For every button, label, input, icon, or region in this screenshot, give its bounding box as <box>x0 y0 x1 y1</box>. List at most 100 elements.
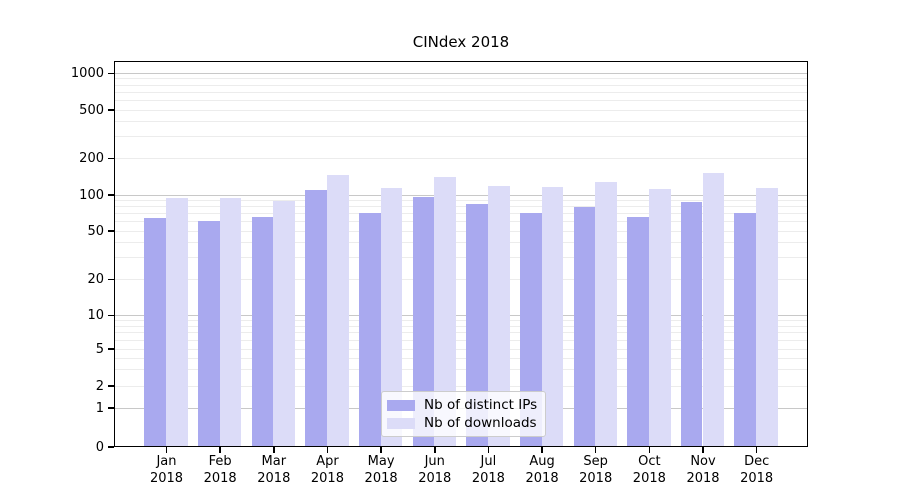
gridline-minor-50 <box>115 230 807 232</box>
x-tick-jan <box>165 447 168 453</box>
x-tick-label-sep: Sep 2018 <box>579 454 613 486</box>
legend-label-distinct-ips: Nb of distinct IPs <box>424 397 538 413</box>
y-tick-label-1: 1 <box>95 400 104 416</box>
bar-downloads-feb <box>219 198 242 447</box>
x-tick-may <box>380 447 382 453</box>
x-tick-jun <box>434 447 436 453</box>
gridline-minor-2 <box>115 385 807 387</box>
x-tick-aug <box>541 447 543 453</box>
gridline-minor-60 <box>115 221 807 223</box>
gridline-minor-6 <box>115 339 807 341</box>
legend-item-distinct-ips: Nb of distinct IPs <box>387 398 537 412</box>
x-tick-label-dec: Dec 2018 <box>740 454 774 486</box>
bar-ips-aug <box>519 213 542 447</box>
gridline-minor-40 <box>115 242 807 244</box>
gridline-minor-600 <box>115 99 807 101</box>
x-tick-feb <box>219 447 221 453</box>
x-tick-label-jan: Jan 2018 <box>149 454 184 486</box>
y-tick-10 <box>108 314 114 317</box>
bar-downloads-sep <box>595 181 617 447</box>
legend: Nb of distinct IPs Nb of downloads <box>381 391 546 437</box>
plot-area <box>114 61 808 447</box>
legend-item-downloads: Nb of downloads <box>387 416 537 430</box>
x-tick-label-aug: Aug 2018 <box>525 454 559 486</box>
gridline-minor-5 <box>115 348 807 350</box>
gridline-minor-90 <box>115 199 807 201</box>
gridline-minor-900 <box>115 78 807 80</box>
gridline-minor-70 <box>115 213 807 215</box>
y-tick-2 <box>108 385 114 387</box>
y-tick-label-20: 20 <box>87 271 104 287</box>
bar-ips-jan <box>144 218 166 447</box>
gridline-minor-7 <box>115 332 807 334</box>
bar-downloads-may <box>380 188 403 447</box>
bar-ips-apr <box>305 190 327 447</box>
y-tick-label-10: 10 <box>87 308 104 324</box>
y-tick-label-0: 0 <box>95 439 104 455</box>
gridline-minor-8 <box>115 325 807 327</box>
x-tick-label-oct: Oct 2018 <box>632 454 666 486</box>
bar-downloads-jun <box>434 176 456 447</box>
x-tick-label-jul: Jul 2018 <box>471 454 505 486</box>
y-tick-0 <box>108 446 114 448</box>
x-tick-mar <box>273 447 275 453</box>
bar-downloads-nov <box>702 173 725 447</box>
y-tick-label-100: 100 <box>79 187 104 203</box>
bar-ips-oct <box>627 216 649 447</box>
chart-title: CINdex 2018 <box>412 33 510 51</box>
x-tick-label-feb: Feb 2018 <box>203 454 237 486</box>
y-tick-500 <box>108 109 114 111</box>
bar-downloads-jul <box>487 185 510 447</box>
bar-ips-mar <box>251 216 274 447</box>
x-tick-oct <box>648 447 651 453</box>
y-tick-label-200: 200 <box>79 150 104 166</box>
gridline-major-10 <box>115 315 807 317</box>
legend-swatch-downloads <box>387 417 415 429</box>
bar-ips-dec <box>734 213 757 447</box>
y-tick-5 <box>108 348 114 350</box>
y-tick-1 <box>108 407 114 409</box>
y-tick-20 <box>108 278 114 281</box>
x-tick-label-mar: Mar 2018 <box>257 454 291 486</box>
x-tick-sep <box>594 447 597 453</box>
gridline-major-1000 <box>115 72 807 74</box>
gridline-minor-80 <box>115 206 807 208</box>
gridline-minor-800 <box>115 84 807 86</box>
y-tick-label-2: 2 <box>95 378 104 394</box>
x-tick-label-may: May 2018 <box>364 454 398 486</box>
gridline-minor-9 <box>115 320 807 322</box>
y-tick-label-1000: 1000 <box>70 65 104 81</box>
y-tick-label-500: 500 <box>79 102 104 118</box>
bar-ips-jul <box>466 203 488 447</box>
bar-ips-feb <box>197 221 220 447</box>
x-tick-label-nov: Nov 2018 <box>686 454 720 486</box>
gridline-minor-3 <box>115 369 807 371</box>
y-tick-label-5: 5 <box>95 341 104 357</box>
gridline-major-100 <box>115 194 807 196</box>
gridline-minor-700 <box>115 91 807 93</box>
bar-downloads-oct <box>648 189 671 447</box>
x-tick-label-apr: Apr 2018 <box>310 454 344 486</box>
gridline-minor-20 <box>115 278 807 280</box>
bar-downloads-dec <box>756 188 778 447</box>
x-tick-dec <box>755 447 758 453</box>
gridline-minor-400 <box>115 121 807 123</box>
y-tick-1000 <box>108 72 114 75</box>
bar-downloads-jan <box>166 197 188 447</box>
bar-ips-may <box>358 213 381 447</box>
bar-downloads-aug <box>541 186 564 447</box>
gridline-minor-4 <box>115 357 807 359</box>
y-tick-100 <box>108 194 114 196</box>
x-tick-nov <box>702 447 704 453</box>
bar-ips-nov <box>680 201 703 447</box>
gridline-minor-300 <box>115 136 807 138</box>
bar-ips-sep <box>573 207 596 447</box>
x-tick-label-jun: Jun 2018 <box>418 454 452 486</box>
legend-swatch-distinct-ips <box>387 399 415 411</box>
bar-downloads-apr <box>326 174 349 447</box>
gridline-minor-500 <box>115 109 807 111</box>
bar-ips-jun <box>412 197 435 447</box>
gridline-minor-200 <box>115 157 807 159</box>
gridline-minor-30 <box>115 257 807 259</box>
